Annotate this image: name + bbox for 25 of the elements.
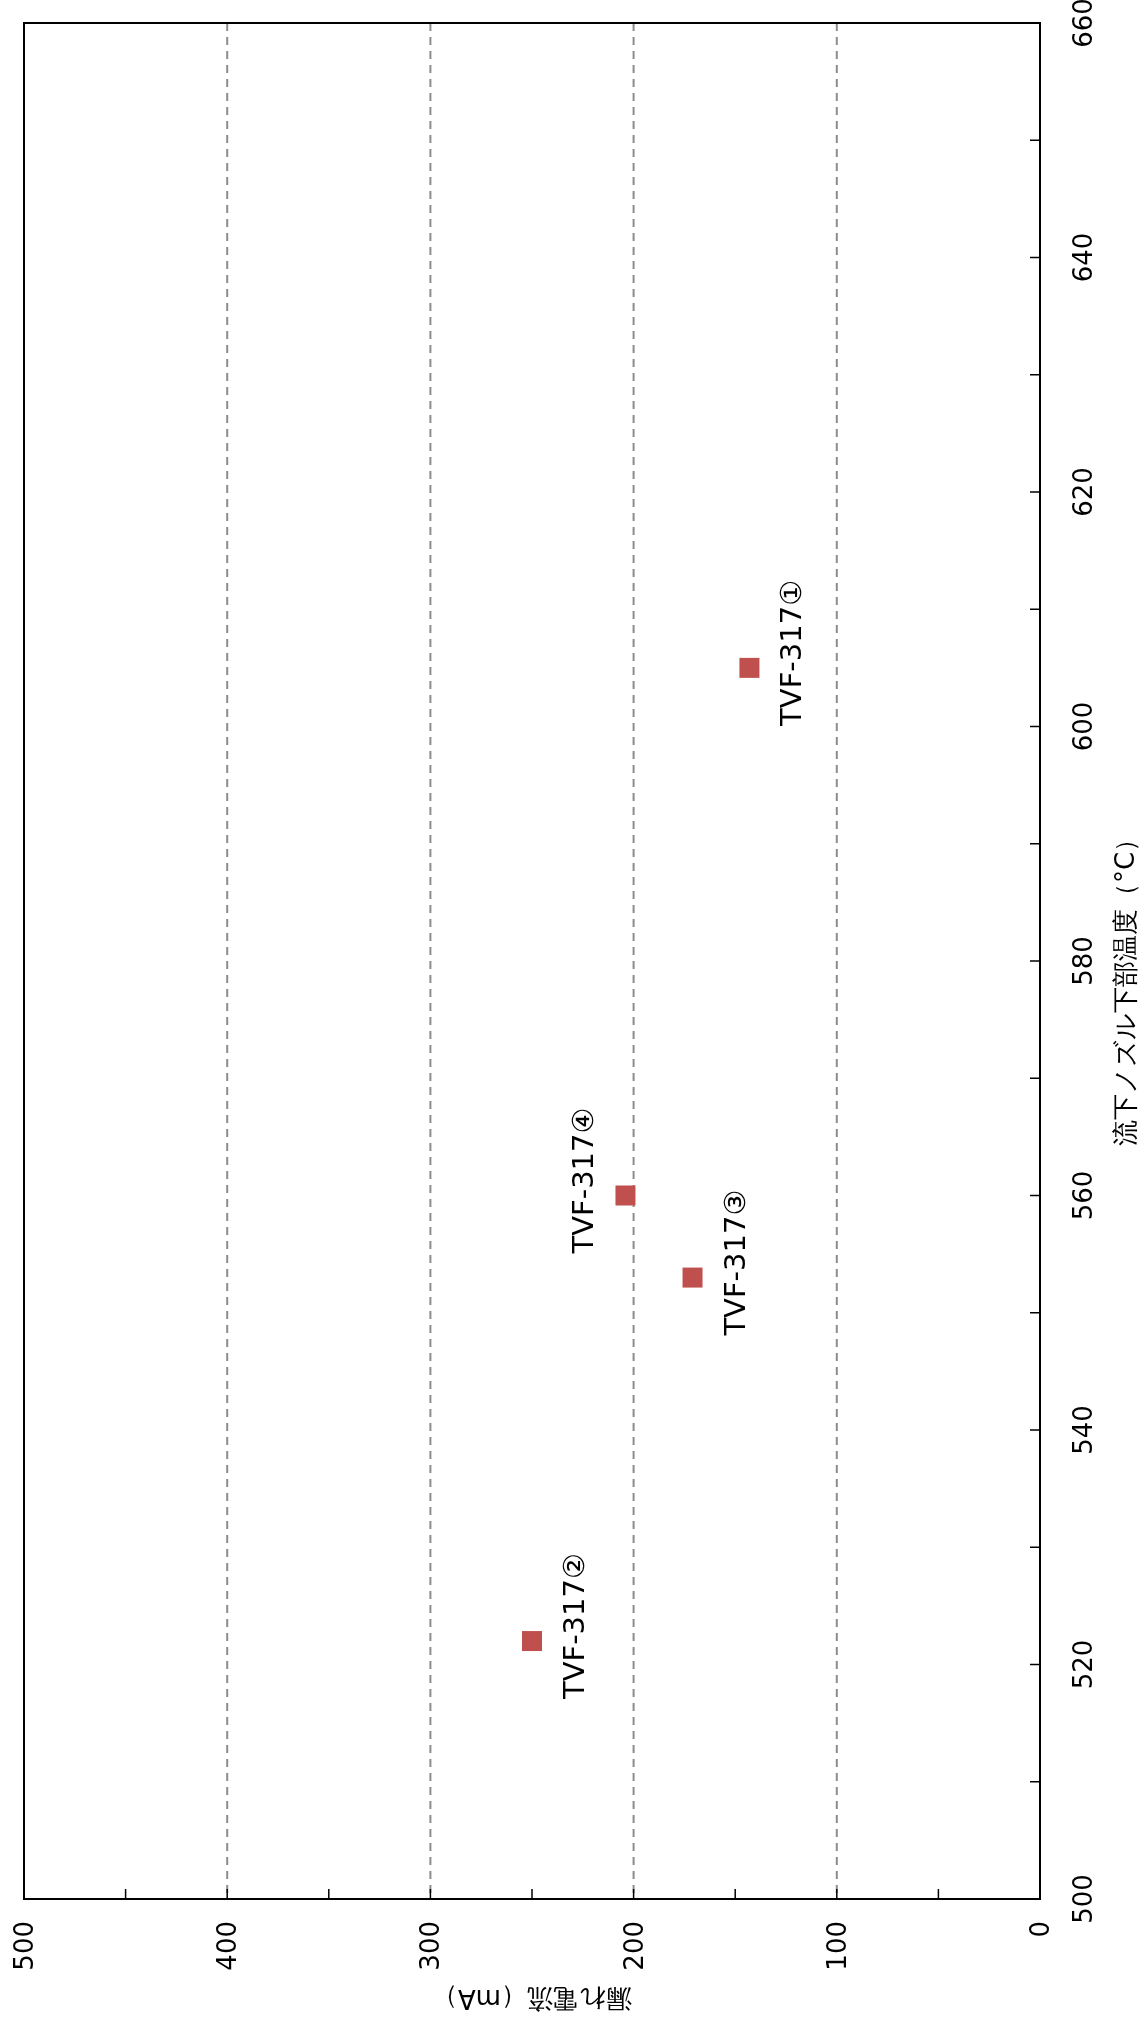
- x-axis-title: 漏れ電流（mA）: [431, 1984, 633, 2014]
- y-tick-label: 620: [1068, 467, 1098, 517]
- annotation: TVF-317①: [774, 579, 809, 727]
- y-axis-title: 流下ノズル下部温度（°C）: [1110, 825, 1140, 1147]
- annotation: TVF-317③: [717, 1189, 752, 1337]
- point: [682, 1267, 703, 1288]
- x-tick-label: 100: [821, 1921, 852, 1971]
- x-tick-label: 500: [9, 1921, 39, 1971]
- y-tick-label: 640: [1068, 232, 1098, 283]
- x-tick-label: 200: [618, 1921, 649, 1971]
- point: [739, 657, 760, 678]
- y-tick-label: 500: [1068, 1874, 1098, 1924]
- y-tick-label: 540: [1068, 1405, 1098, 1455]
- y-tick-label: 560: [1068, 1170, 1098, 1221]
- y-tick-label: 520: [1068, 1639, 1098, 1690]
- x-tick-label: 0: [1025, 1921, 1055, 1938]
- x-tick-label: 300: [415, 1921, 446, 1971]
- point: [522, 1631, 542, 1652]
- y-tick-label: 660: [1068, 0, 1098, 48]
- y-tick-label: 600: [1068, 701, 1098, 752]
- annotation: TVF-317②: [557, 1553, 591, 1701]
- y-tick-label: 580: [1068, 936, 1098, 986]
- point: [615, 1185, 636, 1206]
- x-tick-label: 400: [212, 1921, 243, 1971]
- annotation: TVF-317④: [566, 1107, 601, 1255]
